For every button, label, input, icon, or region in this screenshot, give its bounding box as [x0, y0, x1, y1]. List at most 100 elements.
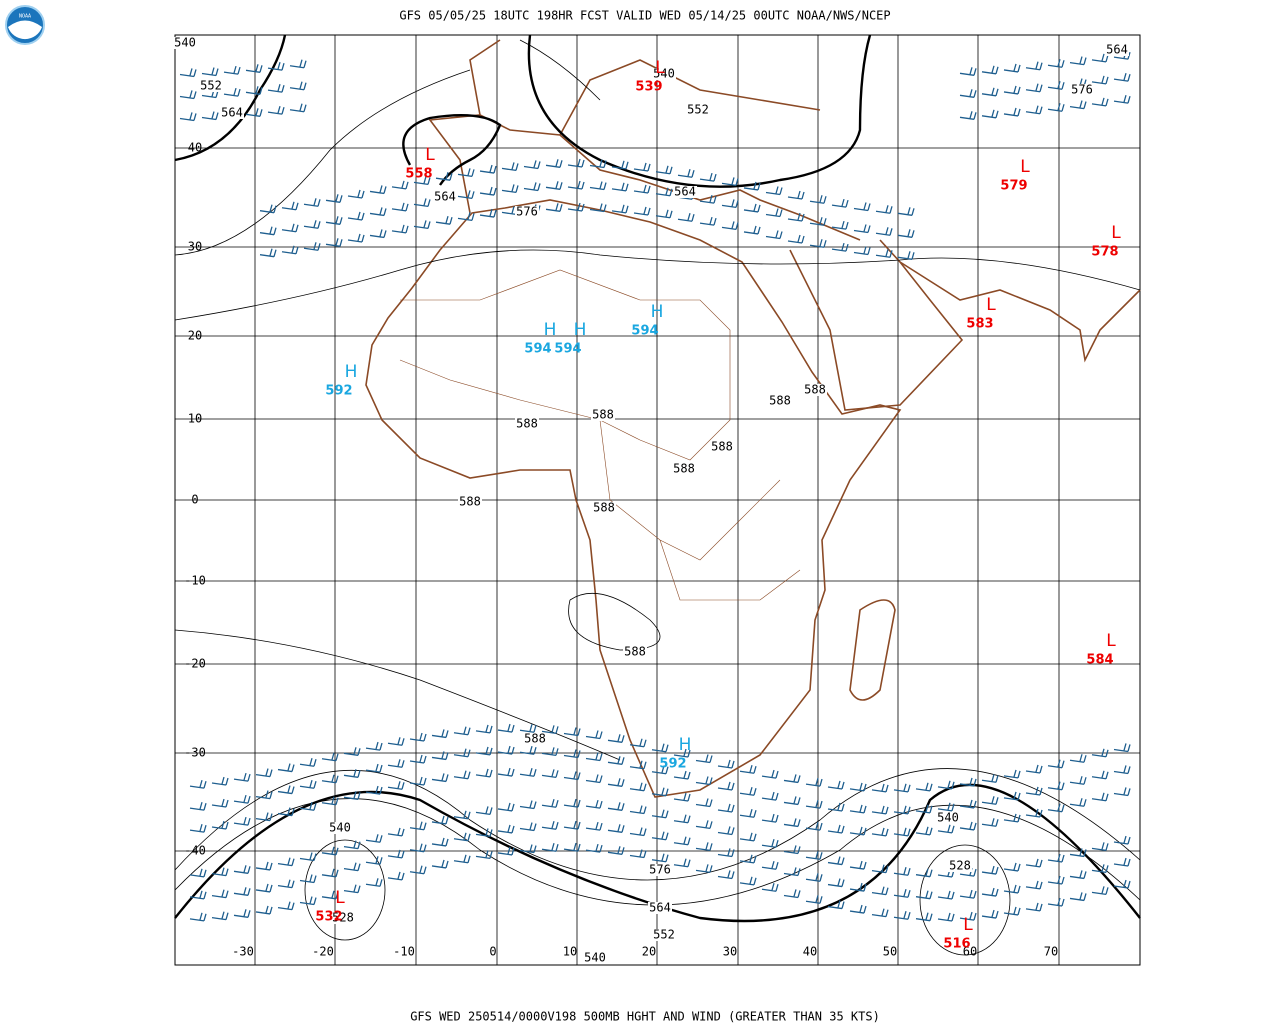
- wind-barb: [1003, 884, 1021, 894]
- wind-barb: [479, 186, 497, 196]
- wind-barb: [1003, 107, 1021, 117]
- wind-barb: [1091, 886, 1109, 896]
- wind-barb: [321, 868, 339, 878]
- graticule: [175, 35, 1140, 965]
- wind-barb: [369, 185, 387, 195]
- wind-barb: [497, 824, 515, 834]
- contour-label: 552: [200, 79, 222, 93]
- wind-barb: [607, 824, 625, 833]
- wind-barb: [1069, 56, 1087, 66]
- wind-barb: [937, 824, 955, 834]
- label-bg: [515, 418, 539, 430]
- wind-barb: [677, 169, 695, 178]
- wind-barb: [267, 61, 285, 71]
- contour-label: 576: [649, 863, 671, 877]
- label-bg: [591, 409, 615, 421]
- wind-barb: [409, 821, 427, 831]
- wind-barb: [497, 745, 515, 755]
- wind-barb: [761, 813, 779, 823]
- wind-barb: [981, 87, 999, 97]
- lon-label: -10: [393, 945, 415, 959]
- wind-barb: [303, 198, 321, 207]
- wind-barb: [849, 904, 867, 914]
- lat-label: 40: [188, 141, 202, 155]
- high-symbol: H: [679, 735, 692, 755]
- wind-barb: [365, 763, 383, 773]
- wind-barb: [893, 827, 911, 837]
- wind-barb: [475, 806, 493, 816]
- wind-barb: [875, 249, 893, 258]
- low-symbol: L: [335, 888, 345, 908]
- wind-barb: [827, 802, 845, 812]
- wind-barb: [189, 912, 207, 922]
- wind-barb: [607, 846, 625, 855]
- contour-label: 588: [711, 440, 733, 454]
- wind-barb: [915, 912, 933, 922]
- wind-barb: [805, 777, 823, 787]
- wind-barb: [1113, 879, 1131, 889]
- wind-barb: [453, 770, 471, 780]
- high-value: 592: [659, 757, 686, 772]
- wind-barb: [1003, 85, 1021, 95]
- high-symbol: H: [574, 320, 587, 340]
- wind-barb: [831, 242, 849, 252]
- wind-barb: [365, 741, 383, 751]
- label-bg: [648, 902, 672, 914]
- wind-barb: [1025, 105, 1043, 115]
- wind-barb: [189, 823, 207, 833]
- contour-label: 564: [674, 185, 696, 199]
- wind-barb: [233, 794, 251, 804]
- wind-barb: [721, 199, 739, 209]
- wind-barb: [831, 198, 849, 208]
- wind-barb: [897, 207, 915, 216]
- wind-barb: [1047, 781, 1065, 791]
- label-bg: [523, 733, 547, 745]
- wind-barb: [409, 843, 427, 853]
- lon-label: 0: [489, 945, 496, 959]
- wind-barb: [783, 867, 801, 877]
- wind-barb: [1003, 906, 1021, 916]
- low-value: 584: [1086, 653, 1113, 668]
- wind-barb: [959, 67, 977, 76]
- wind-barb: [541, 747, 559, 757]
- contour-label: 540: [174, 36, 196, 50]
- low-symbol: L: [986, 295, 996, 315]
- wind-barb: [853, 202, 871, 212]
- wind-barb: [717, 803, 735, 813]
- wind-barb: [347, 189, 365, 199]
- wind-barb: [281, 223, 299, 233]
- wind-barb: [717, 826, 735, 836]
- wind-barb: [893, 805, 911, 815]
- high-symbol: H: [651, 302, 664, 322]
- wind-barb: [523, 182, 541, 192]
- wind-barb: [959, 889, 977, 899]
- wind-barb: [805, 799, 823, 809]
- wind-barb: [233, 772, 251, 782]
- wind-barb: [695, 798, 713, 808]
- wind-barb: [541, 725, 559, 735]
- wind-barb: [893, 911, 911, 920]
- wind-barb: [809, 239, 827, 248]
- wind-barb: [277, 785, 295, 795]
- wind-barb: [629, 849, 647, 859]
- wind-barb: [959, 111, 977, 120]
- wind-barb: [717, 870, 735, 880]
- low-symbol: L: [1106, 631, 1116, 651]
- wind-barb: [633, 162, 651, 172]
- contour-label: 540: [937, 811, 959, 825]
- wind-barb: [585, 730, 603, 740]
- high-value: 594: [524, 342, 551, 357]
- wind-barb: [1003, 862, 1021, 872]
- wind-barb: [651, 831, 669, 841]
- wind-barb: [255, 790, 273, 800]
- low-value: 558: [405, 167, 432, 182]
- label-bg: [592, 502, 616, 514]
- wind-barb: [1091, 792, 1109, 802]
- wind-barb: [497, 846, 515, 856]
- wind-barb: [1003, 769, 1021, 779]
- wind-barb: [699, 216, 717, 226]
- wind-barb: [475, 768, 493, 778]
- wind-barb: [611, 204, 629, 214]
- label-bg: [673, 186, 697, 198]
